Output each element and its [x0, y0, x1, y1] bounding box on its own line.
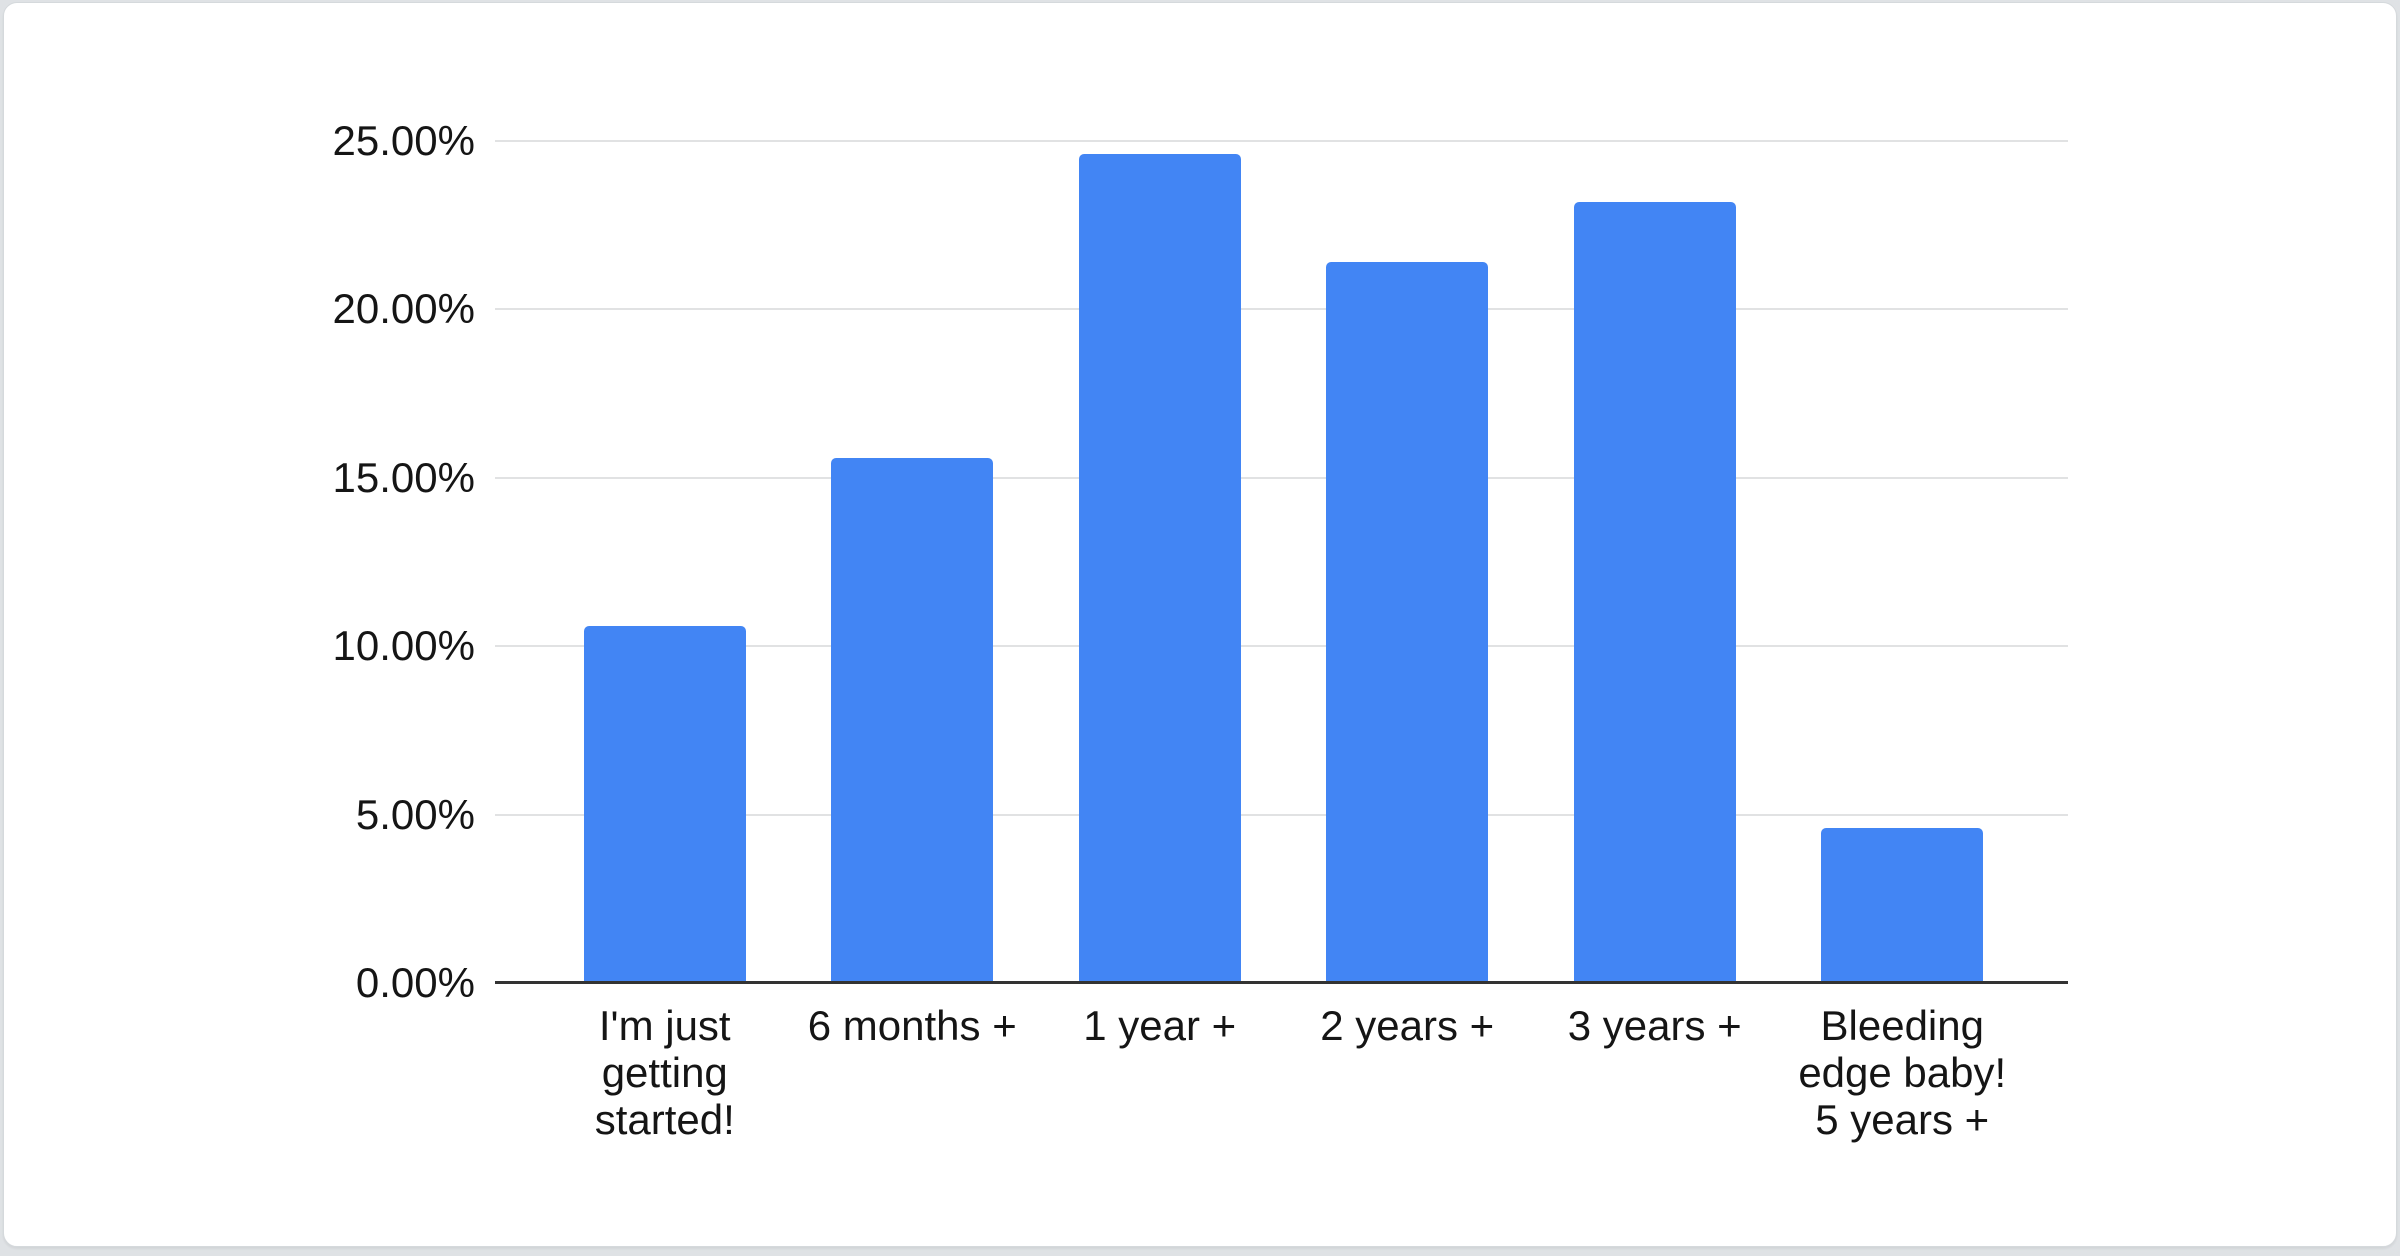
- bar-slot: [789, 141, 1037, 983]
- gridline: [495, 140, 2068, 142]
- bar-1: [583, 626, 746, 983]
- x-axis-category-label: 6 months +: [807, 1002, 1017, 1049]
- x-axis-category-label: I'm just getting started!: [594, 1002, 735, 1143]
- y-axis-labels: 25.00% 20.00% 15.00% 10.00% 5.00% 0.00%: [4, 117, 475, 1006]
- x-axis-baseline: [495, 981, 2068, 984]
- bar-slot: [1779, 141, 2027, 983]
- y-axis-tick-label: 25.00%: [332, 117, 475, 164]
- bar-4: [1326, 262, 1489, 983]
- gridline: [495, 645, 2068, 648]
- x-axis-category-label: 2 years +: [1320, 1002, 1495, 1049]
- chart-card: 25.00% 20.00% 15.00% 10.00% 5.00% 0.00% I'm j…: [3, 2, 2397, 1247]
- x-axis-category-label: 1 year +: [1083, 1002, 1237, 1049]
- y-axis-tick-label: 20.00%: [332, 285, 475, 333]
- x-axis-category-label: 3 years +: [1567, 1002, 1742, 1049]
- y-axis-tick-label: 0.00%: [355, 959, 475, 1006]
- gridline: [495, 813, 2068, 816]
- x-axis-category-label: Bleeding edge baby! 5 years +: [1798, 1002, 2007, 1143]
- bar-3: [1078, 154, 1241, 983]
- x-axis-labels: I'm just getting started! 6 months + 1 yea…: [541, 1002, 2026, 1143]
- gridline: [495, 308, 2068, 311]
- bar-slot: [541, 141, 789, 983]
- bars-row: [541, 141, 2026, 983]
- bar-slot: [1531, 141, 1779, 983]
- bar-slot: [1036, 141, 1284, 983]
- plot-area: [495, 140, 2068, 984]
- bar-slot: [1284, 141, 1532, 983]
- y-axis-tick-label: 5.00%: [355, 790, 475, 838]
- bar-6: [1821, 828, 1984, 983]
- y-axis-tick-label: 15.00%: [332, 453, 475, 501]
- gridline: [495, 476, 2068, 479]
- bar-2: [831, 457, 994, 983]
- y-axis-tick-label: 10.00%: [332, 622, 475, 670]
- bar-5: [1573, 201, 1736, 983]
